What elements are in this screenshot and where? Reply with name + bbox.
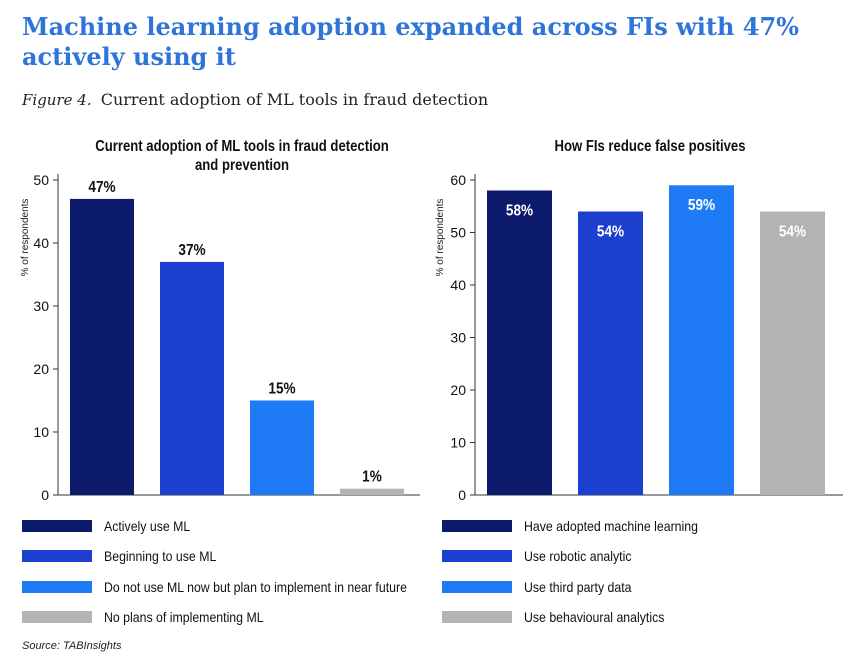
headline: Machine learning adoption expanded acros…: [22, 12, 799, 71]
chart-1-legend-swatch-4: [22, 611, 92, 623]
chart-1-legend-swatch-2: [22, 550, 92, 562]
chart-2-y-tick-label: 10: [450, 435, 466, 451]
chart-2-legend-label-2: Use robotic analytic: [524, 548, 632, 564]
chart-2-legend-swatch-1: [442, 520, 512, 532]
chart-2-y-tick-label: 40: [450, 277, 466, 293]
chart-1-y-tick-label: 30: [33, 298, 49, 314]
chart-2-legend-swatch-2: [442, 550, 512, 562]
chart-2-title: How FIs reduce false positives: [554, 138, 746, 155]
chart-1-y-tick-label: 50: [33, 172, 49, 188]
false-positives-bar-chart: % of respondents 0 10 20 30 40 50 60 58% 54% 59% 54…: [435, 172, 843, 503]
chart-1-legend-swatch-1: [22, 520, 92, 532]
chart-2-bar-1: [487, 190, 552, 495]
figure-caption-text: Current adoption of ML tools in fraud de…: [100, 90, 489, 109]
figure-caption: Figure 4. Current adoption of ML tools i…: [22, 90, 488, 109]
chart-1-legend-label-4: No plans of implementing ML: [104, 609, 264, 625]
chart-2-y-tick-label: 50: [450, 225, 466, 241]
chart-2-data-label-1: 58%: [506, 203, 533, 220]
chart-1-y-tick-label: 40: [33, 235, 49, 251]
chart-1-title: Current adoption of ML tools in fraud de…: [95, 138, 389, 174]
figure-label: Figure 4.: [22, 91, 92, 109]
chart-2-legend-label-4: Use behavioural analytics: [524, 609, 665, 625]
chart-2-y-tick-label: 0: [458, 487, 466, 503]
chart-2-y-axis-label: % of respondents: [435, 199, 446, 277]
chart-2-legend-label-1: Have adopted machine learning: [524, 518, 698, 534]
chart-1-data-label-2: 37%: [178, 242, 205, 259]
chart-1-bar-4: [340, 488, 404, 495]
chart-2-bar-2: [578, 211, 643, 495]
chart-1-y-axis-label: % of respondents: [20, 199, 31, 277]
chart-2-data-label-4: 54%: [779, 224, 806, 241]
chart-2-legend-swatch-3: [442, 581, 512, 593]
chart-2-legend-label-3: Use third party data: [524, 579, 632, 595]
chart-1-legend-label-3: Do not use ML now but plan to implement …: [104, 579, 407, 595]
chart-1-data-label-4: 1%: [362, 469, 382, 486]
chart-2-y-tick-label: 30: [450, 330, 466, 346]
chart-2-y-tick-label: 60: [450, 172, 466, 188]
chart-2-bar-4: [760, 211, 825, 495]
chart-1-y-tick-label: 10: [33, 424, 49, 440]
chart-2-data-label-3: 59%: [688, 197, 715, 214]
chart-1-legend-label-2: Beginning to use ML: [104, 548, 217, 564]
chart-1-y-tick-label: 20: [33, 361, 49, 377]
chart-1-legend-swatch-3: [22, 581, 92, 593]
chart-1-y-tick-label: 0: [41, 487, 49, 503]
chart-1-data-label-3: 15%: [268, 381, 295, 398]
chart-2-y-tick-label: 20: [450, 382, 466, 398]
adoption-bar-chart: % of respondents 0 10 20 30 40 50 47% 37% 15% 1%: [20, 172, 420, 503]
chart-2-data-label-2: 54%: [597, 224, 624, 241]
chart-1-bar-2: [160, 261, 224, 495]
chart-1-bar-3: [250, 400, 314, 495]
chart-1-legend-label-1: Actively use ML: [104, 518, 191, 534]
chart-2-legend-swatch-4: [442, 611, 512, 623]
chart-2-bar-3: [669, 185, 734, 495]
source-note: Source: TABInsights: [22, 640, 122, 652]
chart-1-data-label-1: 47%: [88, 179, 115, 196]
chart-1-bar-1: [70, 198, 134, 495]
